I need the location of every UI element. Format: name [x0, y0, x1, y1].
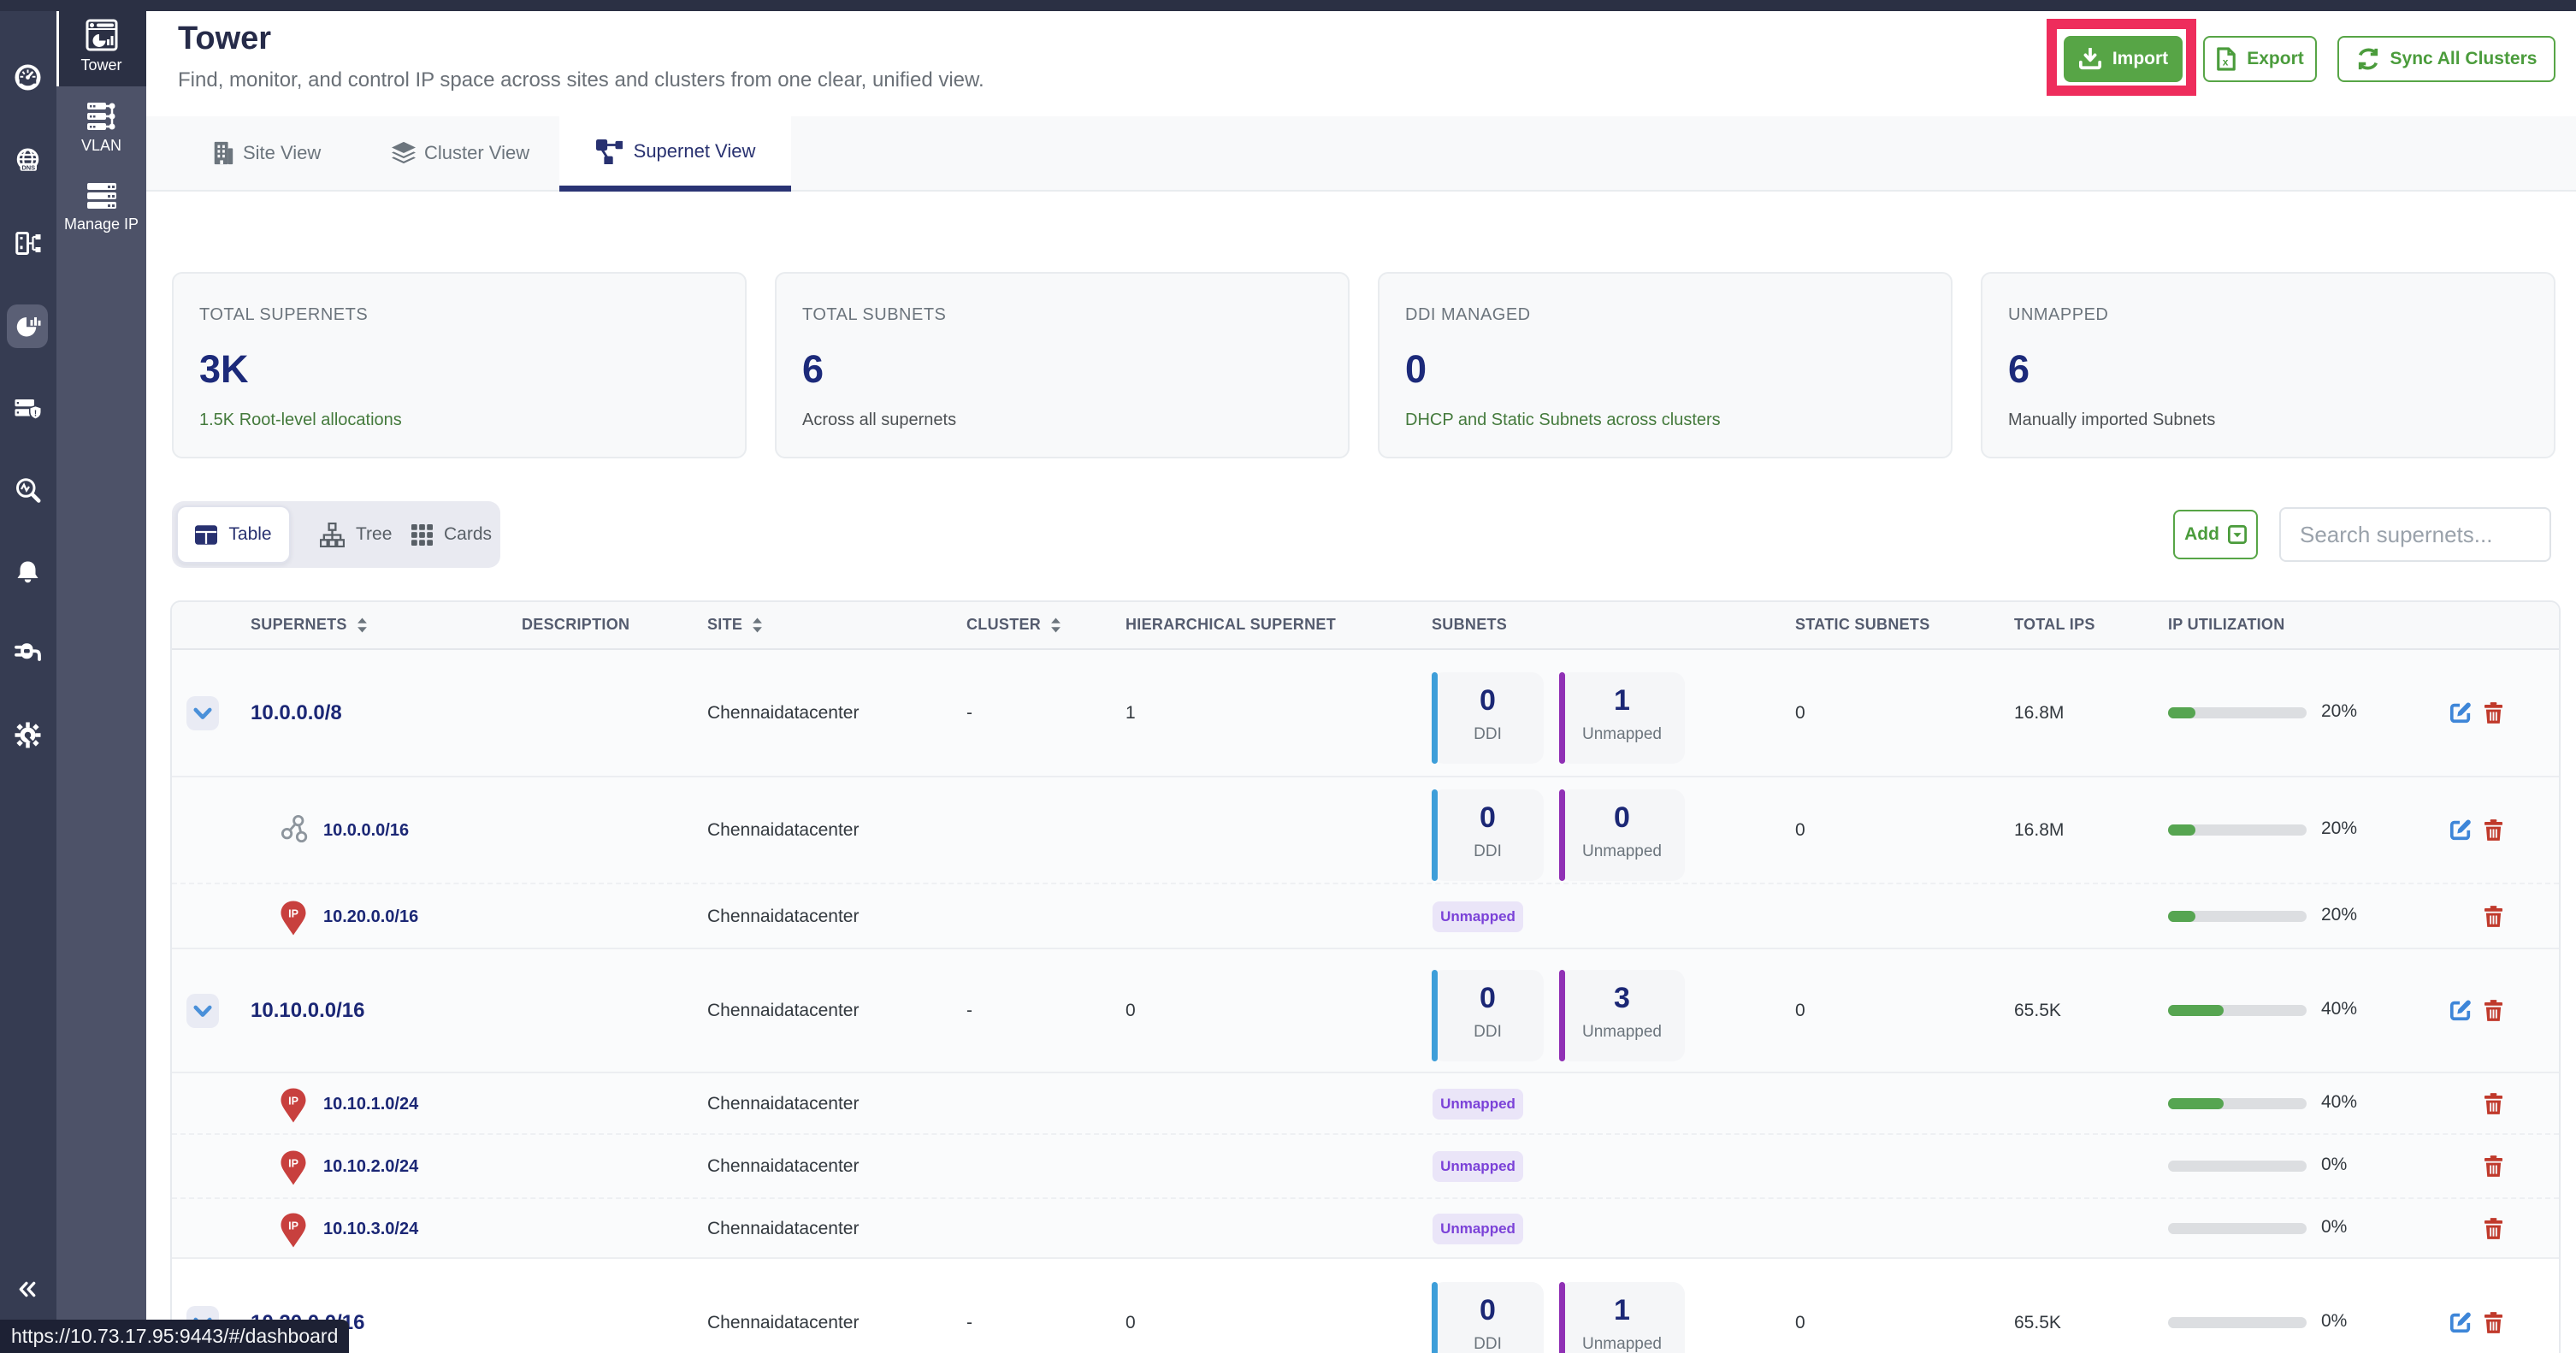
svg-text:IP: IP	[288, 1158, 298, 1170]
svg-text:IP: IP	[288, 1220, 298, 1232]
svg-text:IP: IP	[288, 1096, 298, 1108]
svg-text:DNS: DNS	[21, 163, 35, 171]
svg-text:x: x	[2223, 56, 2229, 68]
svg-text:IP: IP	[288, 908, 298, 920]
svg-text:!: !	[34, 410, 37, 419]
